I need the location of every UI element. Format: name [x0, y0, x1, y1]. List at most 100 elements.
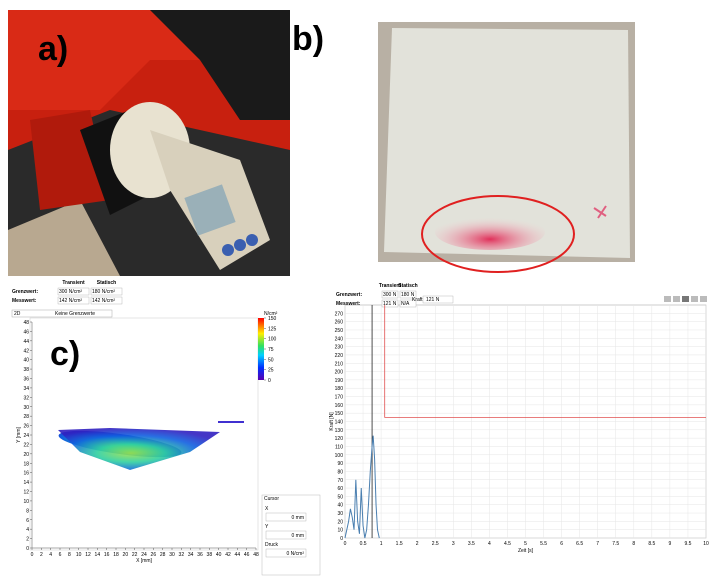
y-tick-label: 32 [23, 395, 29, 401]
photo-a [8, 10, 290, 276]
x-tick-label: 34 [188, 552, 194, 558]
x-tick-label: 8 [68, 552, 71, 558]
x-tick-label: 6.5 [576, 541, 583, 547]
y-tick-label: 42 [23, 348, 29, 354]
y-tick-label: 210 [335, 361, 344, 367]
value: 142 N/cm² [59, 298, 82, 304]
x-tick-label: 48 [253, 552, 259, 558]
y-tick-label: 180 [335, 386, 344, 392]
x-tick-label: 40 [216, 552, 222, 558]
y-tick-label: 14 [23, 480, 29, 486]
x-tick-label: 4 [49, 552, 52, 558]
colorbar-tick-label: 125 [268, 326, 277, 332]
y-tick-label: 2 [26, 537, 29, 543]
y-axis-label: Y [mm] [16, 427, 22, 443]
y-tick-label: 140 [335, 420, 344, 426]
y-tick-label: 110 [335, 444, 343, 450]
value: 180 N [401, 292, 415, 298]
row-label: Messwert: [12, 298, 37, 304]
y-tick-label: 8 [26, 508, 29, 514]
y-tick-label: 70 [337, 478, 343, 484]
panel-label: a) [38, 30, 68, 68]
y-tick-label: 12 [23, 490, 29, 496]
cursor-value: 0 mm [292, 533, 305, 539]
photo-b [378, 22, 635, 273]
y-tick-label: 20 [337, 519, 343, 525]
y-tick-label: 46 [23, 329, 29, 335]
column-header: Statisch [398, 283, 417, 289]
x-axis-label: Zeit [s] [518, 548, 534, 554]
x-tick-label: 6 [59, 552, 62, 558]
x-tick-label: 1.5 [396, 541, 403, 547]
y-tick-label: 240 [335, 336, 344, 342]
column-header: Transient [62, 280, 85, 286]
colorbar-tick-label: 75 [268, 347, 274, 353]
y-tick-label: 34 [23, 386, 29, 392]
x-tick-label: 12 [85, 552, 91, 558]
x-tick-label: 20 [123, 552, 129, 558]
x-tick-label: 36 [197, 552, 203, 558]
y-tick-label: 60 [337, 486, 343, 492]
y-tick-label: 250 [335, 328, 344, 334]
x-tick-label: 22 [132, 552, 138, 558]
y-tick-label: 48 [23, 320, 29, 326]
column-header: Transient [379, 283, 402, 289]
y-tick-label: 270 [335, 311, 344, 317]
y-tick-label: 38 [23, 367, 29, 373]
x-tick-label: 44 [235, 552, 241, 558]
value-box [265, 512, 307, 522]
y-tick-label: 190 [335, 378, 344, 384]
value: 180 N/cm² [92, 289, 115, 295]
x-tick-label: 2 [40, 552, 43, 558]
y-tick-label: 44 [23, 339, 29, 345]
y-tick-label: 28 [23, 414, 29, 420]
x-tick-label: 8.5 [648, 541, 655, 547]
colorbar-tick-label: 25 [268, 368, 274, 374]
colorbar-tick-label: 0 [268, 378, 271, 384]
x-tick-label: 5.5 [540, 541, 547, 547]
y-axis-label: Kraft [N] [329, 412, 335, 431]
y-tick-label: 0 [340, 536, 343, 542]
colorbar-tick-label: 50 [268, 357, 274, 363]
y-tick-label: 4 [26, 527, 29, 533]
x-tick-label: 14 [95, 552, 101, 558]
x-tick-label: 4 [488, 541, 491, 547]
x-tick-label: 0 [344, 541, 347, 547]
extra-label: Kraft [412, 297, 423, 303]
x-tick-label: 7 [596, 541, 599, 547]
x-axis-label: X [mm] [136, 558, 152, 564]
y-tick-label: 150 [335, 411, 344, 417]
y-tick-label: 22 [23, 442, 29, 448]
y-tick-label: 260 [335, 320, 344, 326]
value-box [381, 299, 399, 308]
y-tick-label: 130 [335, 428, 344, 434]
x-tick-label: 26 [151, 552, 157, 558]
cursor-value: 0 mm [292, 515, 305, 521]
x-tick-label: 0.5 [360, 541, 367, 547]
column-header: Statisch [97, 280, 116, 286]
x-tick-label: 16 [104, 552, 110, 558]
x-tick-label: 38 [207, 552, 213, 558]
x-tick-label: 1 [380, 541, 383, 547]
y-tick-label: 50 [337, 494, 343, 500]
panel-c [11, 309, 321, 576]
value-box [90, 287, 123, 296]
colorbar-title: N/cm² [264, 311, 278, 317]
y-tick-label: 10 [23, 499, 29, 505]
x-tick-label: 5 [524, 541, 527, 547]
cursor-label: Y [265, 524, 269, 530]
x-tick-label: 28 [160, 552, 166, 558]
value-box [381, 290, 399, 299]
panel-label: b) [292, 20, 324, 58]
value-box [57, 287, 90, 296]
x-tick-label: 46 [244, 552, 250, 558]
y-tick-label: 40 [337, 503, 343, 509]
colorbar [258, 318, 264, 380]
y-tick-label: 36 [23, 377, 29, 383]
value-box [422, 295, 454, 304]
row-label: Grenzwert: [336, 292, 362, 298]
x-tick-label: 7.5 [612, 541, 619, 547]
x-tick-label: 4.5 [504, 541, 511, 547]
y-tick-label: 170 [335, 395, 344, 401]
